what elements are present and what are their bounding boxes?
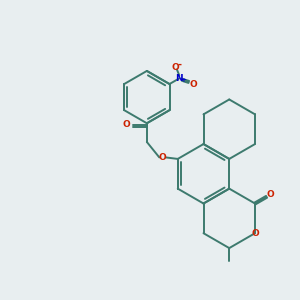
Text: O: O xyxy=(172,63,180,72)
Text: O: O xyxy=(158,153,166,162)
Text: O: O xyxy=(189,80,197,88)
Text: O: O xyxy=(267,190,274,199)
Text: -: - xyxy=(178,60,182,70)
Text: +: + xyxy=(180,77,186,83)
Text: O: O xyxy=(122,120,130,129)
Text: O: O xyxy=(251,229,259,238)
Text: N: N xyxy=(176,74,183,83)
